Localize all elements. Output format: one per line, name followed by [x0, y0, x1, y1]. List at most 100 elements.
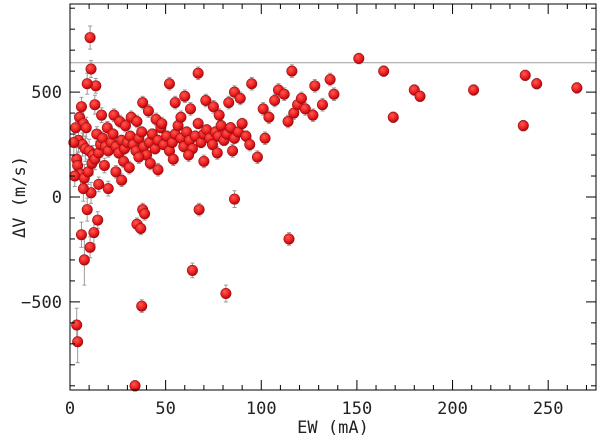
data-point: [309, 80, 321, 92]
data-point: [283, 233, 295, 245]
data-point: [519, 69, 531, 81]
x-tick-label: 50: [155, 399, 175, 419]
data-point: [192, 67, 204, 79]
data-point: [186, 264, 198, 276]
data-point: [223, 97, 235, 109]
x-tick-label: 200: [437, 399, 468, 419]
plot-frame: [69, 3, 597, 391]
data-point: [193, 204, 205, 216]
data-point: [89, 99, 101, 111]
x-tick-label: 100: [246, 399, 277, 419]
data-point: [84, 241, 96, 253]
data-point: [286, 65, 298, 77]
data-point: [116, 174, 128, 186]
data-point: [107, 128, 119, 140]
data-point: [269, 95, 281, 107]
data-point: [244, 139, 256, 151]
data-point: [137, 97, 149, 109]
y-tick-label: −500: [21, 293, 62, 313]
data-point: [207, 101, 219, 113]
data-point: [200, 95, 212, 107]
data-point: [136, 126, 148, 138]
data-point: [324, 74, 336, 86]
data-point: [307, 109, 319, 121]
data-point: [213, 109, 225, 121]
data-point: [129, 380, 141, 392]
data-point: [75, 101, 87, 113]
data-point: [102, 183, 114, 195]
data-point: [92, 214, 104, 226]
data-point: [75, 229, 87, 241]
data-point: [136, 300, 148, 312]
x-tick-label: 250: [533, 399, 564, 419]
data-point: [246, 78, 258, 90]
data-point: [110, 166, 122, 178]
data-point: [70, 122, 82, 134]
data-point: [192, 118, 204, 130]
data-point: [88, 227, 100, 239]
data-point: [68, 136, 80, 148]
data-point: [175, 111, 187, 123]
data-point: [414, 90, 426, 102]
y-tick-label: 500: [31, 83, 62, 103]
x-tick-labels: 0 50 100 150 200 250: [65, 399, 564, 419]
data-point: [220, 287, 232, 299]
data-point: [282, 115, 294, 127]
data-point: [206, 139, 218, 151]
data-point: [185, 103, 197, 115]
data-points: [68, 32, 583, 392]
data-point: [299, 103, 311, 115]
data-point: [198, 155, 210, 167]
data-point: [571, 82, 583, 94]
y-tick-labels: −500 0 500: [21, 83, 62, 313]
data-point: [119, 120, 131, 132]
data-point: [98, 160, 110, 172]
data-point: [81, 204, 93, 216]
data-point: [228, 193, 240, 205]
data-point: [139, 208, 151, 220]
data-point: [133, 151, 145, 163]
data-point: [227, 145, 239, 157]
data-point: [353, 53, 365, 65]
data-point: [278, 88, 290, 100]
data-point: [123, 162, 135, 174]
data-point: [468, 84, 480, 96]
data-point: [135, 222, 147, 234]
data-point: [77, 183, 89, 195]
data-point: [263, 111, 275, 123]
y-axis-label: ΔV (m/s): [10, 156, 30, 238]
data-point: [236, 118, 248, 130]
x-tick-label: 150: [342, 399, 373, 419]
data-point: [259, 132, 271, 144]
data-point: [78, 254, 90, 266]
data-point: [531, 78, 543, 90]
data-point: [152, 164, 164, 176]
axis-ticks: [69, 4, 596, 390]
data-point: [211, 147, 223, 159]
data-point: [131, 115, 143, 127]
data-point: [295, 92, 307, 104]
data-point: [387, 111, 399, 123]
data-point: [169, 97, 181, 109]
data-point: [96, 109, 108, 121]
data-point: [234, 92, 246, 104]
x-axis-label: EW (mA): [297, 418, 369, 438]
data-point: [71, 319, 83, 331]
data-point: [142, 105, 154, 117]
data-point: [84, 32, 96, 44]
data-point: [144, 157, 156, 169]
data-point: [72, 336, 84, 348]
data-point: [80, 122, 92, 134]
data-point: [257, 103, 269, 115]
data-point: [316, 99, 328, 111]
data-point: [81, 78, 93, 90]
data-point: [93, 178, 105, 190]
y-tick-label: 0: [52, 188, 62, 208]
data-point: [328, 88, 340, 100]
data-point: [156, 118, 168, 130]
data-point: [167, 153, 179, 165]
x-tick-label: 0: [65, 399, 75, 419]
data-point: [163, 78, 175, 90]
data-point: [85, 63, 97, 75]
